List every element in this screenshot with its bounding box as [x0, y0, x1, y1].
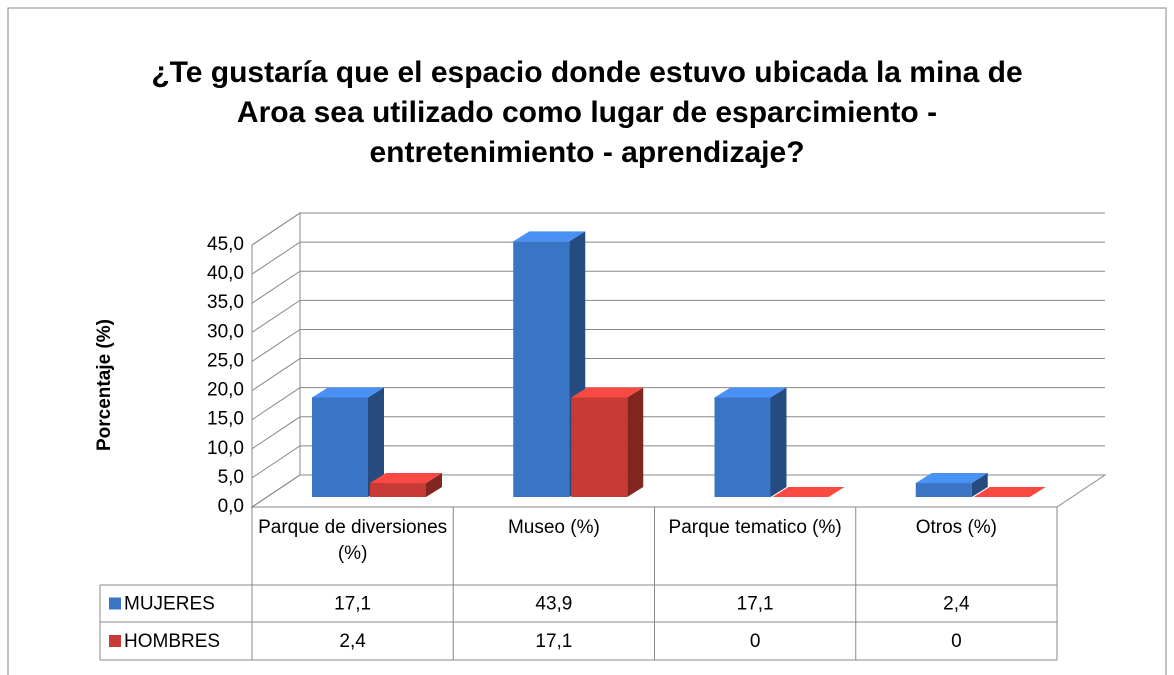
bar-top — [973, 487, 1046, 497]
legend-key — [109, 635, 121, 647]
legend-label: MUJERES — [124, 594, 215, 615]
y-tick-label: 20,0 — [207, 380, 244, 401]
bar — [571, 387, 644, 497]
category-cell: Otros (%) — [915, 517, 998, 538]
legend-label: HOMBRES — [124, 631, 220, 652]
bar-side — [971, 473, 988, 497]
bar — [714, 387, 787, 497]
x-tick-label: Parque de diversiones (%) — [258, 517, 448, 564]
bar-side — [770, 387, 787, 497]
grid-line — [251, 299, 1105, 333]
bar-top — [714, 387, 787, 398]
x-tick-label: Otros (%) — [915, 517, 998, 538]
category-cell: Parque de diversiones (%) — [258, 517, 448, 564]
table-value: 17,1 — [737, 594, 774, 615]
bar-top — [571, 387, 644, 398]
table-value: 43,9 — [535, 594, 572, 615]
y-tick-label: 5,0 — [218, 467, 244, 488]
grid-line — [251, 241, 1105, 275]
bar-front — [915, 483, 972, 497]
x-tick-label: Parque tematico (%) — [668, 517, 842, 538]
y-tick-label: 40,0 — [207, 263, 244, 284]
back-wall — [251, 212, 301, 508]
table-value: 2,4 — [943, 594, 970, 615]
bar — [312, 387, 384, 497]
table-value: 17,1 — [535, 631, 572, 652]
y-tick-label: 10,0 — [207, 438, 244, 459]
bar-side — [627, 387, 644, 497]
bar-front — [714, 397, 771, 497]
y-tick-label: 45,0 — [207, 234, 244, 255]
bar-side — [368, 387, 384, 497]
table-value: 0 — [750, 631, 761, 652]
category-cell: Museo (%) — [507, 517, 600, 538]
table-value: 17,1 — [334, 594, 371, 615]
bar-side — [426, 473, 442, 497]
y-tick-label: 0,0 — [218, 496, 244, 517]
grid-line — [251, 416, 1105, 450]
bar-top — [513, 231, 586, 242]
y-tick-label: 15,0 — [207, 409, 244, 430]
category-cell: Parque tematico (%) — [668, 517, 842, 538]
bar — [772, 487, 845, 497]
bar-front — [571, 397, 628, 497]
bar-top — [312, 387, 384, 398]
y-tick-label: 30,0 — [207, 321, 244, 342]
y-tick-label: 25,0 — [207, 350, 244, 371]
bar — [973, 487, 1046, 497]
bar-front — [370, 483, 426, 497]
grid-line — [251, 328, 1105, 362]
grid-line — [251, 358, 1105, 391]
grid-line — [251, 474, 1105, 508]
x-tick-label: Museo (%) — [507, 517, 600, 538]
grid-line — [251, 270, 1105, 304]
y-tick-label: 35,0 — [207, 292, 244, 313]
frame — [7, 7, 1167, 675]
bar-top — [370, 473, 442, 484]
grid-line — [251, 445, 1105, 479]
y-axis-label: Porcentaje (%) — [94, 319, 115, 451]
table-value: 0 — [951, 631, 962, 652]
chart-title: ¿Te gustaría que el espacio donde estuvo… — [151, 56, 1023, 169]
legend-key — [109, 597, 121, 610]
bar — [370, 473, 442, 497]
title-box: ¿Te gustaría que el espacio donde estuvo… — [151, 56, 1023, 169]
table-value: 2,4 — [339, 631, 366, 652]
bar — [915, 473, 988, 497]
bar-front — [513, 241, 570, 497]
bar-front — [312, 397, 368, 497]
bar-top — [772, 487, 845, 497]
grid-line — [251, 212, 1105, 246]
bar-top — [915, 473, 988, 484]
grid-line — [251, 387, 1105, 421]
